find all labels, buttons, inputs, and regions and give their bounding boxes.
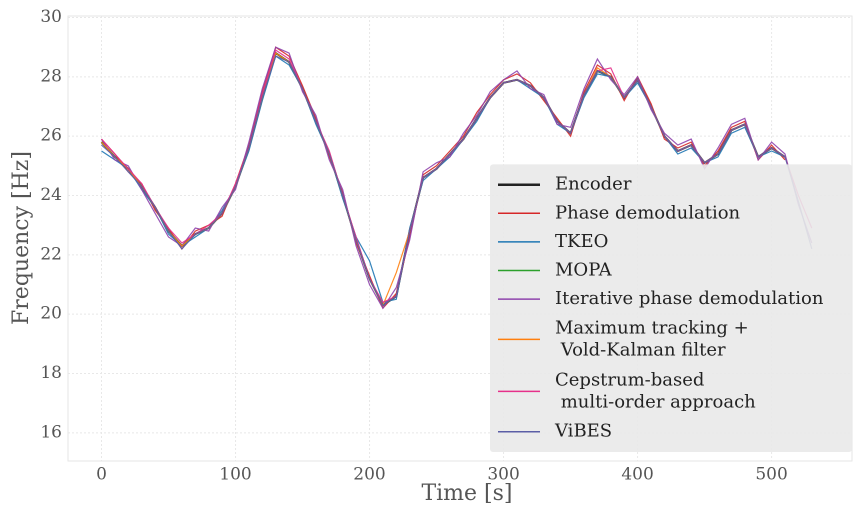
legend-label: Encoder [555,174,632,195]
y-tick-label: 18 [40,363,62,383]
legend-label: TKEO [555,231,608,252]
legend-label: ViBES [554,421,612,442]
y-tick-label: 22 [40,244,62,264]
y-tick-label: 30 [40,7,62,27]
x-tick-label: 0 [96,465,107,485]
y-tick-label: 26 [40,126,62,146]
legend-label: Phase demodulation [555,202,741,223]
y-tick-label: 20 [40,304,62,324]
y-tick-label: 28 [40,66,62,86]
y-tick-label: 16 [40,422,62,442]
legend-box [490,164,852,452]
x-axis-label: Time [s] [421,481,512,506]
legend-label: Maximum tracking + Vold-Kalman filter [555,317,749,360]
y-axis-label: Frequency [Hz] [9,151,34,325]
series-line [100,46,813,310]
legend-label: Iterative phase demodulation [555,288,824,309]
x-tick-label: 300 [487,465,519,485]
series-line [101,55,813,307]
legend-label: Cepstrum-based multi-order approach [555,369,756,412]
y-tick-label: 24 [40,185,62,205]
x-tick-label: 500 [755,465,787,485]
x-tick-label: 200 [353,465,385,485]
x-tick-label: 400 [621,465,653,485]
x-tick-label: 100 [219,465,251,485]
legend-label: MOPA [555,260,613,281]
